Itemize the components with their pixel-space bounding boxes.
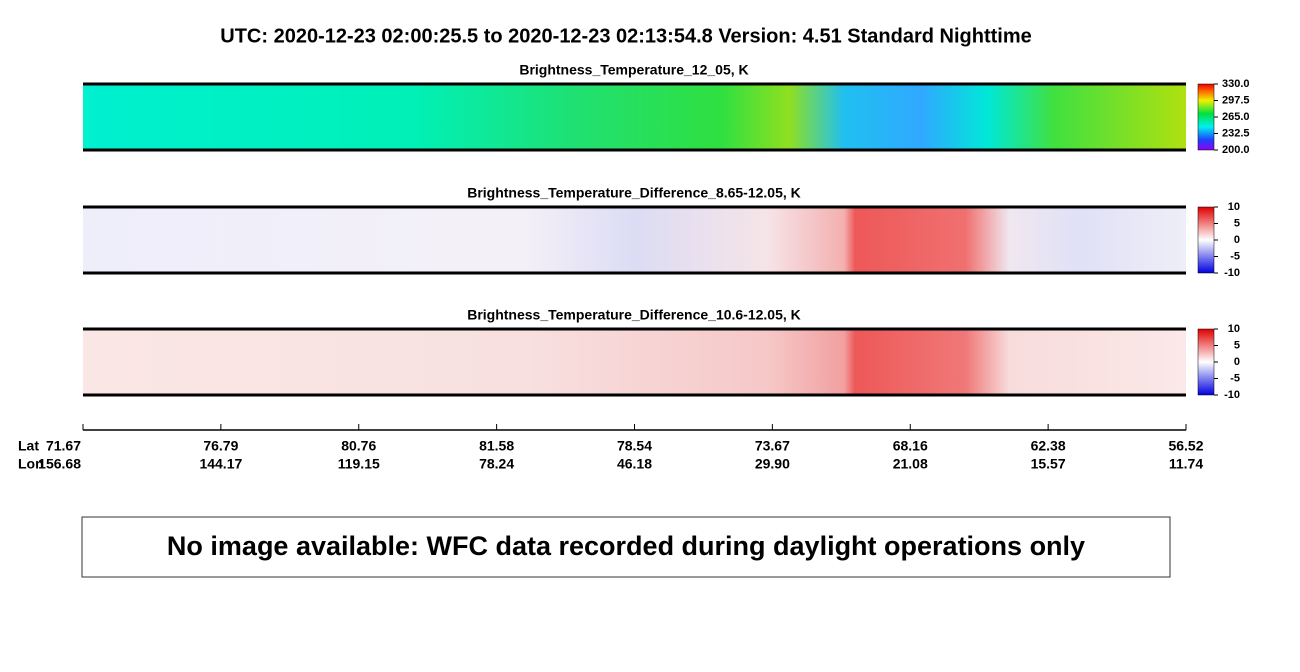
colorbar <box>1197 83 1215 151</box>
colorbar-tick-label: 232.5 <box>1222 127 1250 139</box>
track-ticks: 71.67 156.68 76.79 144.17 80.76 119.15 81.58 78… <box>38 424 1204 472</box>
data-strip <box>83 329 1186 395</box>
panel-title: Brightness_Temperature_12_05, K <box>519 62 748 78</box>
lon-tick-label: 15.57 <box>1031 456 1066 472</box>
colorbar <box>1197 328 1215 396</box>
colorbar-tick-label: 0 <box>1234 356 1240 368</box>
panels: Brightness_Temperature_12_05, K 330.0 297.… <box>83 62 1250 401</box>
colorbar-tick-label: -5 <box>1230 372 1240 384</box>
lon-tick-label: 156.68 <box>38 456 81 472</box>
colorbar-tick-label: 0 <box>1234 234 1240 246</box>
colorbar-tick-label: -10 <box>1224 389 1240 401</box>
lat-label: Lat <box>18 438 39 454</box>
lat-tick-label: 68.16 <box>893 438 928 454</box>
lat-tick-label: 73.67 <box>755 438 790 454</box>
lat-tick-label: 78.54 <box>617 438 652 454</box>
colorbar-tick-label: -5 <box>1230 250 1240 262</box>
colorbar-tick-label: 10 <box>1228 323 1240 335</box>
lat-tick-label: 81.58 <box>479 438 514 454</box>
colorbar-tick-label: -10 <box>1224 267 1240 279</box>
lon-tick-label: 21.08 <box>893 456 928 472</box>
lat-tick-label: 76.79 <box>203 438 238 454</box>
colorbar-tick-label: 297.5 <box>1222 94 1250 106</box>
title: UTC: 2020-12-23 02:00:25.5 to 2020-12-23… <box>220 25 1031 47</box>
colorbar-tick-label: 330.0 <box>1222 78 1250 90</box>
lat-tick-label: 62.38 <box>1031 438 1066 454</box>
notice: No image available: WFC data recorded du… <box>167 531 1085 561</box>
lon-tick-label: 11.74 <box>1169 456 1203 472</box>
lat-tick-label: 71.67 <box>46 438 81 454</box>
lat-tick-label: 56.52 <box>1168 438 1203 454</box>
panel-title: Brightness_Temperature_Difference_8.65-1… <box>467 185 801 201</box>
data-strip <box>83 207 1186 273</box>
lon-label: Lon <box>18 456 44 472</box>
lon-tick-label: 29.90 <box>755 456 790 472</box>
lon-tick-label: 144.17 <box>199 456 242 472</box>
colorbar-tick-label: 5 <box>1234 217 1240 229</box>
colorbar-tick-label: 5 <box>1234 339 1240 351</box>
colorbar-tick-label: 265.0 <box>1222 111 1250 123</box>
colorbar-tick-label: 200.0 <box>1222 144 1250 156</box>
panel-title: Brightness_Temperature_Difference_10.6-1… <box>467 307 801 323</box>
lon-tick-label: 78.24 <box>479 456 514 472</box>
lat-tick-label: 80.76 <box>341 438 376 454</box>
colorbar <box>1197 206 1215 274</box>
lon-tick-label: 119.15 <box>338 456 380 472</box>
lon-tick-label: 46.18 <box>617 456 652 472</box>
data-strip <box>83 84 1186 150</box>
colorbar-tick-label: 10 <box>1228 201 1240 213</box>
notice-box <box>81 516 1171 578</box>
